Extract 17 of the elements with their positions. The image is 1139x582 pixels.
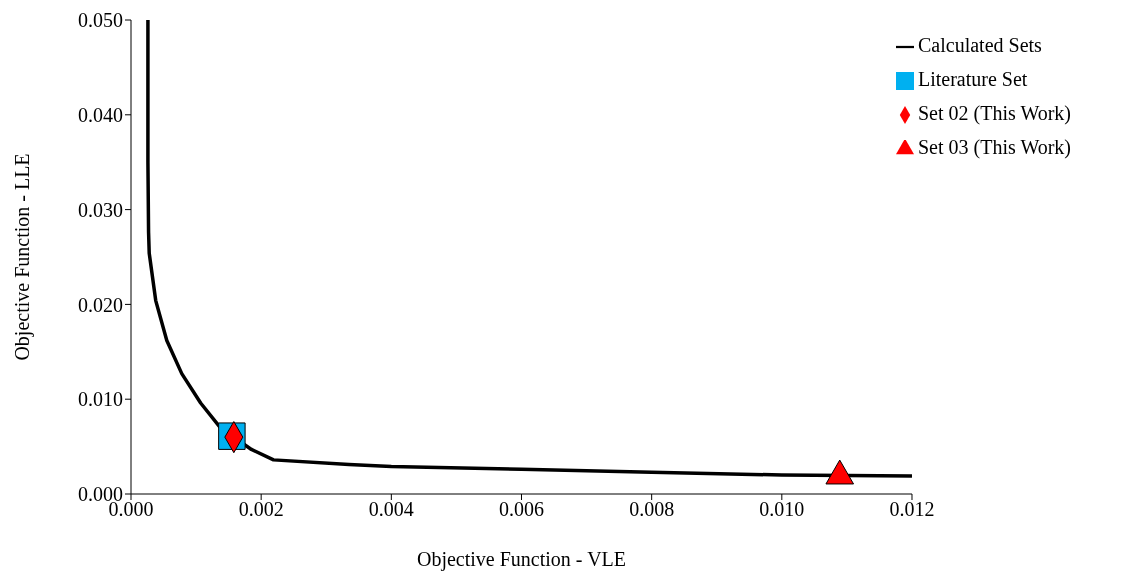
y-axis-title: Objective Function - LLE (11, 153, 35, 361)
x-tick-label: 0.002 (238, 498, 284, 521)
legend-label: Literature Set (917, 68, 1028, 90)
y-tick-label: 0.040 (78, 103, 123, 126)
legend-label: Set 03 (This Work) (917, 136, 1071, 158)
x-axis-title: Objective Function - VLE (416, 548, 627, 571)
x-tick-label: 0.006 (498, 498, 544, 521)
y-tick-label: 0.010 (78, 388, 123, 411)
x-tick-label: 0.012 (889, 498, 935, 521)
x-tick-label: 0.008 (629, 498, 675, 521)
legend-label: Set 02 (This Work) (917, 102, 1071, 124)
legend-label: Calculated Sets (917, 34, 1042, 56)
y-tick-label: 0.050 (78, 9, 123, 32)
x-tick-label: 0.010 (759, 498, 805, 521)
y-tick-label: 0.020 (78, 293, 123, 316)
y-tick-label: 0.030 (78, 198, 123, 221)
x-tick-label: 0.004 (368, 498, 414, 521)
